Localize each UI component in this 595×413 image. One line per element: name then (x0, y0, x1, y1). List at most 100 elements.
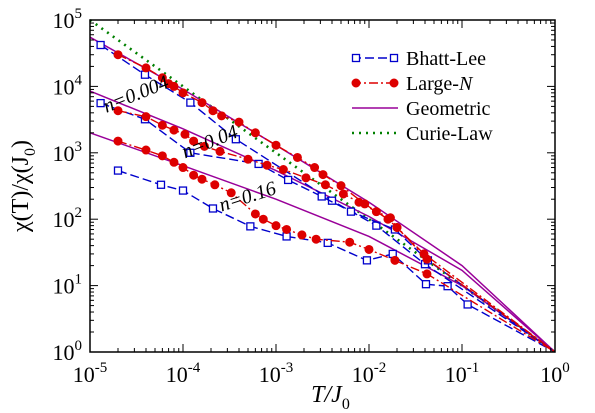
data-point-largeN (250, 128, 260, 138)
data-point-bhatt (113, 166, 123, 175)
data-point-largeN (371, 207, 381, 217)
y-tick-label: 102 (53, 205, 83, 232)
series-largeN-2 (113, 106, 556, 353)
x-tick-label: 10-1 (445, 360, 480, 387)
data-point-largeN (169, 157, 179, 167)
series-line-bhatt (117, 169, 556, 353)
legend-entry-bhatt: Bhatt-Lee (351, 48, 486, 70)
data-point-largeN (320, 180, 330, 190)
data-point-largeN (271, 221, 281, 231)
data-point-largeN (392, 222, 402, 232)
data-point-bhatt (96, 40, 105, 50)
data-point-bhatt (323, 238, 332, 248)
data-point-largeN (169, 81, 179, 91)
data-point-largeN (226, 188, 236, 198)
data-point-largeN (310, 163, 320, 173)
data-point-largeN (197, 174, 207, 184)
data-point-largeN (217, 111, 227, 121)
data-point-largeN (199, 141, 209, 151)
series-line-bhatt (100, 102, 556, 353)
curve-annotation: n=0.04 (179, 121, 241, 163)
data-point-largeN (292, 152, 302, 162)
series-line-geometric (89, 132, 556, 353)
data-point-bhatt (346, 207, 356, 216)
data-point-largeN (390, 255, 400, 265)
x-tick-label: 10-3 (259, 360, 294, 387)
data-point-largeN (258, 214, 268, 224)
data-point-largeN (178, 163, 188, 173)
data-point-largeN (197, 98, 207, 108)
series-geometric-3 (89, 132, 556, 353)
data-point-largeN (385, 213, 395, 223)
data-point-largeN (345, 237, 355, 247)
data-point-largeN (336, 181, 346, 191)
x-tick-label: 10-5 (73, 360, 108, 387)
y-tick-label: 103 (53, 139, 83, 166)
data-point-largeN (282, 224, 292, 234)
data-point-largeN (113, 50, 123, 60)
data-point-largeN (141, 145, 151, 155)
data-point-largeN (215, 146, 225, 156)
data-point-largeN (189, 170, 199, 180)
data-point-largeN (422, 254, 432, 264)
legend-entry-curie: Curie-Law (352, 123, 493, 145)
x-tick-label: 100 (540, 360, 570, 387)
series-line-largeN (117, 140, 556, 353)
legend-entry-geometric: Geometric (352, 98, 491, 120)
data-point-bhatt (178, 186, 188, 195)
curve-annotation: n=0.16 (216, 177, 278, 216)
legend-swatch-marker (389, 78, 399, 88)
data-point-largeN (141, 112, 151, 122)
data-point-bhatt (208, 204, 218, 213)
x-tick-label: 10-2 (352, 360, 387, 387)
data-point-bhatt (282, 232, 291, 241)
data-point-largeN (208, 106, 218, 116)
y-axis-label: χ(T)/χ(J0) (8, 140, 39, 233)
data-point-largeN (210, 180, 220, 190)
data-point-bhatt (186, 148, 195, 157)
legend-label: Curie-Law (406, 123, 493, 145)
y-tick-label: 104 (53, 72, 83, 99)
data-point-largeN (271, 140, 281, 150)
data-point-largeN (178, 88, 188, 98)
data-point-bhatt (186, 98, 195, 107)
data-point-largeN (169, 125, 179, 135)
legend-swatch-marker (351, 53, 361, 63)
data-point-largeN (318, 170, 328, 180)
x-axis-label: T/J0 (311, 382, 350, 413)
legend-label: Large-N (406, 73, 474, 95)
y-tick-label: 100 (53, 338, 83, 365)
x-tick-label: 10-4 (166, 360, 201, 387)
data-point-bhatt (156, 180, 166, 189)
legend-entry-largeN: Large-N (351, 73, 474, 95)
data-point-largeN (297, 230, 307, 240)
data-point-largeN (243, 154, 253, 164)
data-point-largeN (262, 160, 272, 170)
data-point-bhatt (317, 192, 326, 201)
data-point-largeN (157, 151, 167, 161)
series-bhatt-3 (113, 166, 556, 353)
data-point-bhatt (463, 300, 472, 309)
data-point-largeN (113, 136, 123, 146)
data-point-largeN (278, 165, 288, 175)
data-point-largeN (157, 73, 167, 83)
data-point-bhatt (231, 135, 240, 144)
data-point-bhatt (96, 98, 105, 108)
y-tick-label: 105 (53, 6, 83, 33)
data-point-largeN (250, 209, 260, 219)
data-point-largeN (301, 173, 311, 183)
data-point-largeN (354, 197, 364, 207)
data-point-bhatt (246, 222, 255, 231)
legend-label: Bhatt-Lee (406, 48, 486, 70)
data-point-largeN (311, 234, 321, 244)
legend-swatch-marker (351, 78, 361, 88)
legend-swatch-marker (389, 53, 399, 63)
data-point-largeN (141, 63, 151, 73)
data-point-largeN (180, 129, 190, 139)
plot-frame (89, 19, 556, 353)
series-largeN-3 (113, 136, 556, 353)
data-point-largeN (113, 106, 123, 116)
y-tick-label: 101 (53, 272, 83, 299)
data-point-bhatt (283, 175, 293, 185)
